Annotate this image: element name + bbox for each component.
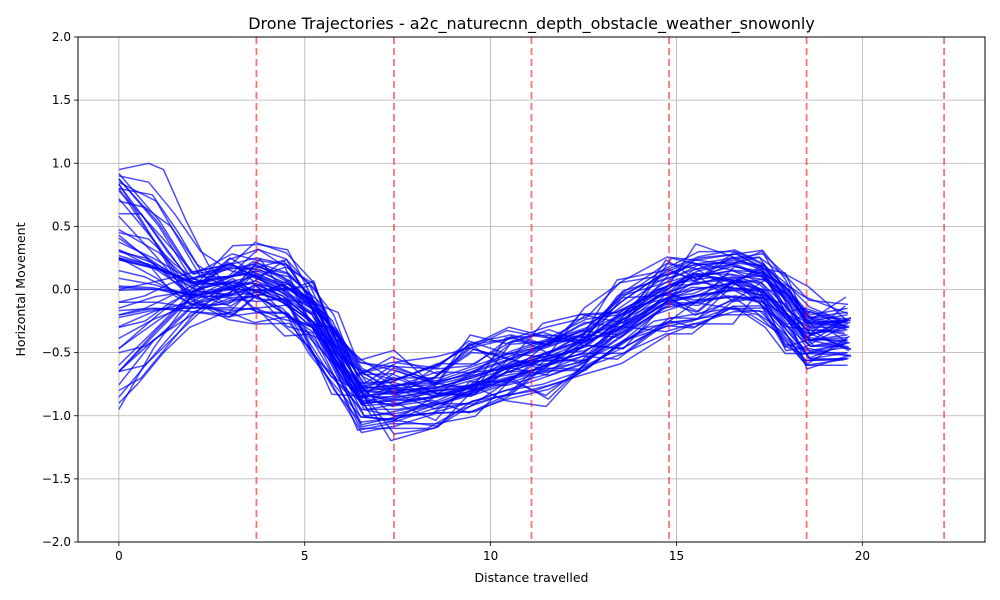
trajectory-line-55: [118, 248, 846, 393]
x-axis-label: Distance travelled: [475, 570, 589, 585]
x-tick-label: 5: [301, 549, 309, 563]
y-tick-label: 0.5: [52, 219, 71, 233]
trajectory-series: [118, 162, 852, 442]
trajectory-line-53: [118, 265, 849, 399]
x-tick-label: 15: [669, 549, 684, 563]
trajectory-line-54: [118, 258, 850, 370]
trajectory-line-43: [118, 270, 852, 388]
trajectory-line-44: [118, 249, 848, 405]
axis-ticks: 0 5 10 15 20 −2.0 −1.5 −1.0 −0.5 0.0 0.5 1.0 1.5 2.0: [42, 30, 870, 563]
trajectory-line-51: [118, 249, 847, 383]
trajectory-line-40: [118, 295, 850, 422]
chart-title: Drone Trajectories - a2c_naturecnn_depth…: [248, 14, 815, 34]
trajectory-line-57: [118, 229, 849, 385]
y-tick-label: 0.0: [52, 283, 71, 297]
y-tick-label: −0.5: [42, 346, 71, 360]
y-tick-label: −1.0: [42, 409, 71, 423]
trajectory-line-36: [118, 305, 849, 432]
obstacle-lines: [255, 37, 946, 542]
x-tick-label: 10: [483, 549, 498, 563]
y-tick-label: −1.5: [42, 472, 71, 486]
trajectory-line-52: [118, 281, 850, 417]
y-tick-label: 2.0: [52, 30, 71, 44]
trajectory-line-56: [118, 178, 849, 388]
x-tick-label: 20: [855, 549, 870, 563]
y-tick-label: −2.0: [42, 535, 71, 549]
y-tick-label: 1.5: [52, 93, 71, 107]
trajectory-line-29: [118, 243, 847, 386]
trajectory-line-46: [118, 241, 849, 381]
trajectory-line-42: [118, 279, 851, 435]
y-axis-label: Horizontal Movement: [13, 222, 28, 356]
trajectory-line-45: [118, 301, 845, 420]
y-tick-label: 1.0: [52, 156, 71, 170]
trajectory-line-58: [118, 271, 852, 396]
x-tick-label: 0: [115, 549, 123, 563]
